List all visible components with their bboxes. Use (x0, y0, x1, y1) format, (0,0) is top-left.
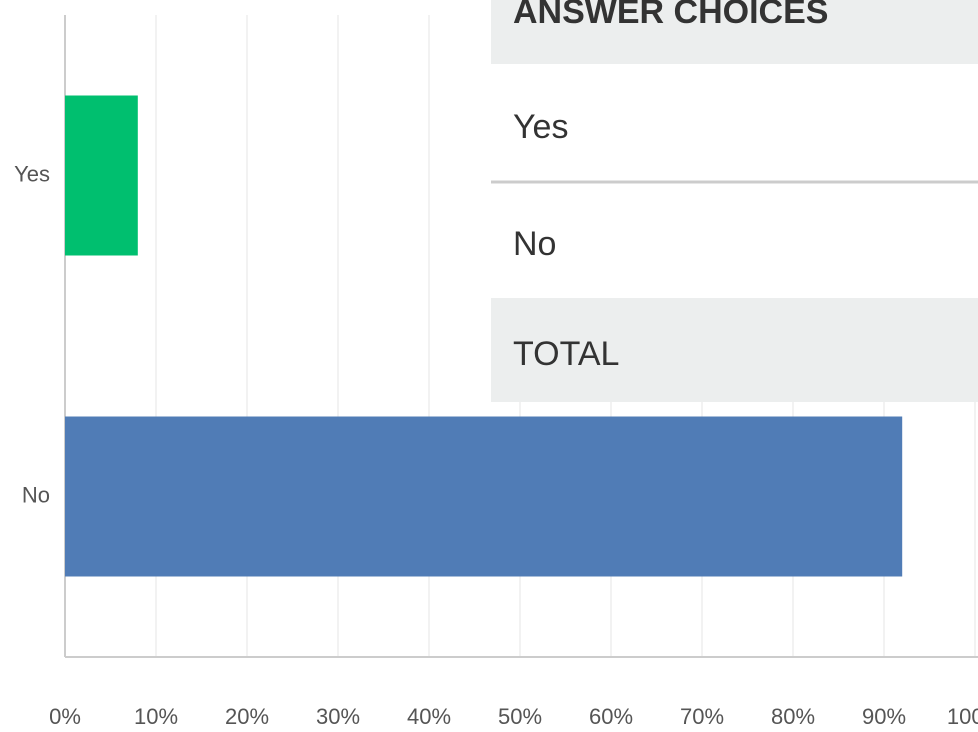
table-cell: No (513, 225, 556, 263)
table-header-bg (491, 0, 978, 64)
table-header: ANSWER CHOICES (513, 0, 828, 31)
table-cell: TOTAL (513, 335, 619, 373)
table-row-bg (491, 298, 978, 402)
x-tick-label: 10% (134, 704, 178, 729)
y-tick-label: Yes (14, 161, 50, 186)
x-tick-label: 40% (407, 704, 451, 729)
x-tick-label: 100% (947, 704, 978, 729)
y-tick-label: No (22, 482, 50, 507)
x-tick-label: 90% (862, 704, 906, 729)
table-row-bg (491, 64, 978, 182)
x-tick-label: 30% (316, 704, 360, 729)
table-row-bg (491, 182, 978, 298)
x-tick-label: 60% (589, 704, 633, 729)
x-tick-label: 70% (680, 704, 724, 729)
bar (65, 416, 903, 577)
x-tick-label: 0% (49, 704, 81, 729)
x-tick-label: 50% (498, 704, 542, 729)
x-tick-label: 80% (771, 704, 815, 729)
bar (65, 95, 138, 256)
x-tick-label: 20% (225, 704, 269, 729)
table-cell: Yes (513, 108, 568, 146)
